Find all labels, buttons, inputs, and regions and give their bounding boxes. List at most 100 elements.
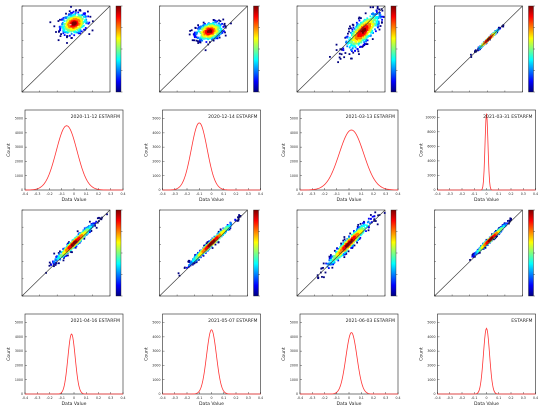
x-tick-label: 0.4 [395, 192, 400, 196]
scatter-point [375, 21, 378, 24]
scatter-point [194, 33, 197, 36]
scatter-point [215, 35, 217, 38]
scatter-point [77, 15, 79, 18]
x-tick-label: 0.4 [258, 396, 263, 400]
scatter-point [57, 262, 60, 265]
scatter-point [66, 35, 69, 38]
scatter-point [237, 216, 239, 219]
distribution-curve [162, 122, 261, 191]
scatter-point [476, 251, 479, 254]
scatter-point [205, 242, 208, 245]
x-axis-label: Data Value [61, 401, 86, 407]
scatter-point [95, 220, 98, 223]
scatter-point [188, 260, 191, 262]
scatter-point [355, 26, 357, 29]
scatter-point [92, 224, 95, 227]
scatter-point [365, 26, 368, 29]
scatter-point [356, 22, 359, 25]
scatter-point [88, 220, 91, 223]
scatter-point [341, 48, 343, 51]
plot-frame [24, 109, 124, 191]
scatter-point [64, 27, 67, 29]
colorbar [253, 209, 259, 297]
scatter-point [178, 274, 181, 277]
x-tick-label: -0.2 [459, 192, 465, 196]
scatter-point [57, 252, 60, 254]
scatter-point [213, 27, 216, 29]
scatter-point [350, 48, 353, 51]
x-tick-label: 0.2 [371, 396, 376, 400]
plot-frame [299, 313, 399, 395]
scatter-point [188, 264, 191, 266]
scatter-point [63, 27, 65, 29]
scatter-point [73, 242, 75, 244]
scatter-point [330, 257, 333, 260]
x-tick-label: -0.1 [334, 192, 340, 196]
scatter-point [63, 25, 66, 28]
scatter-point [55, 31, 57, 33]
scatter-point [63, 31, 65, 33]
scatter-point [58, 30, 61, 32]
scatter-point [76, 26, 79, 29]
scatter-point [322, 262, 325, 265]
scatter-point [344, 246, 347, 249]
scatter-point [332, 260, 335, 263]
y-tick-label: 1000 [15, 378, 23, 382]
scatter-point [343, 236, 346, 238]
scatter-point [201, 35, 204, 38]
scatter-point [329, 55, 331, 58]
x-tick-label: 0.3 [521, 396, 526, 400]
y-axis-label: Count [144, 347, 150, 361]
scatter-point [370, 29, 373, 32]
scatter-point [484, 243, 487, 246]
scatter-point [72, 18, 75, 21]
scatter-point [373, 19, 376, 22]
scatter-point [349, 25, 351, 28]
x-tick-label: 0 [73, 192, 75, 196]
scatter-point [363, 20, 366, 23]
scatter-point [363, 31, 366, 34]
scatter-point [353, 42, 355, 45]
scatter-point [369, 15, 372, 18]
scatter-point [353, 234, 356, 236]
scatter-point [499, 228, 502, 231]
scatter-point [370, 221, 373, 224]
scatter-point [63, 34, 66, 36]
scatter-point [357, 236, 360, 238]
scatter-point [471, 255, 474, 258]
y-tick-label: 1000 [15, 174, 23, 178]
y-tick-label: 1000 [290, 378, 298, 382]
scatter-point [81, 25, 84, 28]
scatter-point [350, 234, 353, 236]
scatter-point [376, 12, 379, 15]
scatter-point [472, 253, 474, 256]
x-tick-label: 0.3 [383, 192, 388, 196]
scatter-point [355, 21, 358, 24]
scatter-point [223, 231, 226, 234]
scatter-panel-10 [296, 209, 398, 297]
scatter-point [351, 247, 354, 249]
scatter-point [359, 34, 361, 37]
scatter-point [214, 19, 217, 22]
scatter-point [205, 41, 208, 43]
scatter-point [88, 231, 91, 234]
scatter-point [211, 247, 214, 249]
scatter-point [354, 231, 357, 233]
scatter-point [62, 30, 65, 32]
scatter-point [48, 264, 51, 267]
scatter-point [214, 28, 217, 31]
scatter-point [77, 31, 80, 34]
scatter-point [501, 225, 504, 228]
scatter-point [345, 36, 348, 39]
y-tick-label: 1000 [290, 174, 298, 178]
scatter-point [372, 20, 375, 23]
panel-date-label: 2021-03-13 ESTARFM [346, 114, 395, 120]
colorbar [115, 5, 122, 93]
y-tick-label: 4000 [290, 335, 298, 339]
scatter-point [190, 29, 193, 32]
distribution-curve [300, 129, 399, 191]
scatter-point [354, 39, 357, 42]
scatter-point [470, 53, 472, 56]
scatter-point [70, 14, 72, 16]
scatter-point [188, 33, 191, 36]
